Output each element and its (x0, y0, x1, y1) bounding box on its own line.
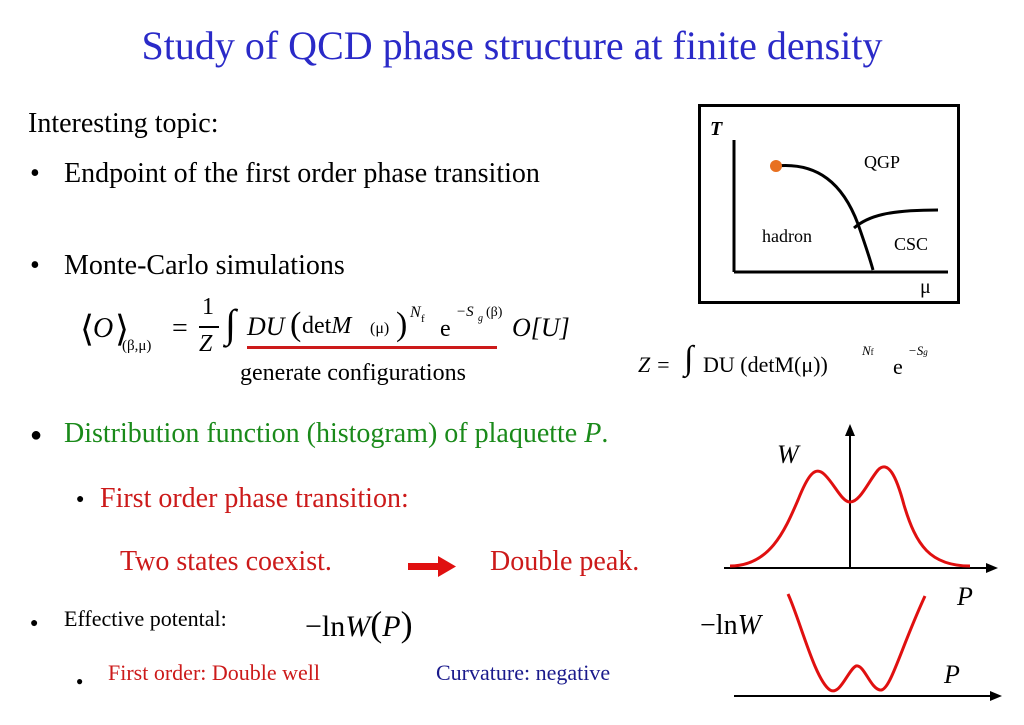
double-peak-text: Double peak. (490, 546, 640, 577)
bullet-dot: ● (76, 492, 85, 507)
bullet-dot: ● (76, 674, 84, 688)
fraction-numerator: 1 (202, 294, 214, 320)
z-integral-sign: ∫ (684, 340, 694, 377)
Nf-sub: f (421, 313, 425, 325)
histogram-plot (724, 424, 998, 573)
integral-sign: ∫ (225, 301, 236, 346)
region-qgp: QGP (864, 152, 901, 172)
bullet-dot: ● (30, 424, 43, 446)
histogram-y-label: W (777, 440, 799, 469)
fraction-denominator: Z (199, 331, 213, 357)
bullet-endpoint: Endpoint of the first order phase transi… (64, 158, 540, 189)
double-well-curve (786, 593, 927, 693)
potential-x-arrow (990, 691, 1002, 701)
Nf-superscript: N (410, 304, 421, 321)
angle-right: ⟩ (115, 309, 130, 349)
integrand-DU: DU (247, 312, 285, 341)
histogram-y-arrow (845, 424, 855, 436)
generate-configurations-label: generate configurations (240, 360, 466, 386)
bullet-histogram: Distribution function (histogram) of pla… (64, 418, 609, 449)
bullet-dot: • (30, 158, 40, 189)
det-text: detM (302, 313, 352, 339)
critical-endpoint (770, 160, 782, 172)
Sg-superscript: −S (456, 304, 474, 320)
potential-x-label: P (944, 660, 960, 689)
bullet-first-order: First order phase transition: (100, 483, 409, 514)
csc-boundary (853, 208, 939, 230)
exp-e: e (440, 316, 451, 342)
effective-potential-expr: −lnW(P) (305, 604, 413, 644)
paren-right: ) (396, 306, 408, 343)
bullet-dot: • (30, 250, 40, 281)
bullet-effective-potential: Effective potental: (64, 606, 227, 631)
histogram-x-arrow (986, 563, 998, 573)
phase-diagram (732, 140, 948, 274)
bullet-monte-carlo: Monte-Carlo simulations (64, 250, 345, 281)
axis-T-label: T (710, 118, 723, 140)
angle-left: ⟨ (80, 309, 95, 349)
z-def-rhs: DU (detM(μ)) (703, 352, 828, 377)
page-title: Study of QCD phase structure at finite d… (141, 23, 883, 68)
potential-y-label: −lnW (700, 610, 761, 641)
z-exp-sup: −Sg (908, 343, 928, 358)
mu-arg: (μ) (370, 320, 390, 337)
O-of-U: O[U] (512, 313, 570, 342)
g-sub: g (478, 313, 483, 324)
z-Nf: Nf (862, 343, 874, 358)
curvature-text: Curvature: negative (436, 660, 611, 685)
z-exp-e: e (893, 354, 903, 379)
double-well-text: First order: Double well (108, 660, 321, 685)
intro-text: Interesting topic: (28, 108, 219, 139)
phase-diagram-box (698, 104, 960, 304)
paren-left: ( (290, 306, 302, 343)
expectation-subscript: (β,μ) (122, 338, 152, 354)
red-underline (247, 346, 497, 349)
bullet-dot: ● (30, 616, 39, 631)
beta-arg: (β) (486, 305, 503, 320)
coexist-text: Two states coexist. (120, 546, 332, 577)
region-csc: CSC (894, 234, 929, 254)
axis-mu-label: μ (920, 276, 931, 298)
potential-plot (734, 593, 1002, 701)
histogram-x-label: P (957, 582, 973, 611)
z-def-lhs: Z = (638, 352, 671, 377)
equals-sign: = (172, 313, 188, 344)
region-hadron: hadron (762, 226, 812, 246)
double-peak-curve (729, 465, 971, 568)
fraction-bar (199, 326, 219, 328)
first-order-line (775, 164, 875, 271)
observable-O: O (93, 313, 114, 344)
right-arrow-icon (408, 556, 456, 577)
